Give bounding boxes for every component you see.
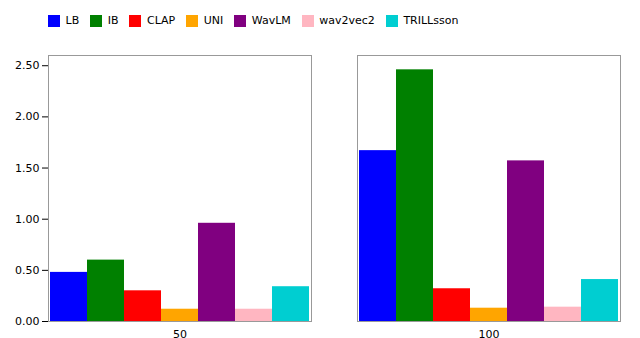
svg-text:100: 100: [479, 328, 500, 338]
html-text:UNI: UNI: [203, 14, 224, 27]
html-text:TRILLsson: TRILLsson: [403, 14, 459, 27]
html-text:wav2vec2: wav2vec2: [319, 14, 375, 27]
svg-text:2.00: 2.00: [15, 110, 40, 123]
html-text:IB: IB: [107, 14, 119, 27]
svg-text:50: 50: [173, 328, 187, 338]
html-text:WavLM: WavLM: [251, 14, 291, 27]
svg-text:0.50: 0.50: [15, 263, 40, 276]
svg-text:2.50: 2.50: [15, 59, 40, 72]
svg-text:1.50: 1.50: [15, 161, 40, 174]
html-text:CLAP: CLAP: [147, 14, 176, 27]
svg-text:1.00: 1.00: [15, 212, 40, 225]
html-text:LB: LB: [65, 14, 80, 27]
svg-text:0.00: 0.00: [15, 315, 40, 328]
